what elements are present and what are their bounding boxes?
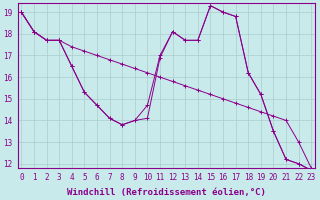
X-axis label: Windchill (Refroidissement éolien,°C): Windchill (Refroidissement éolien,°C) [67,188,266,197]
